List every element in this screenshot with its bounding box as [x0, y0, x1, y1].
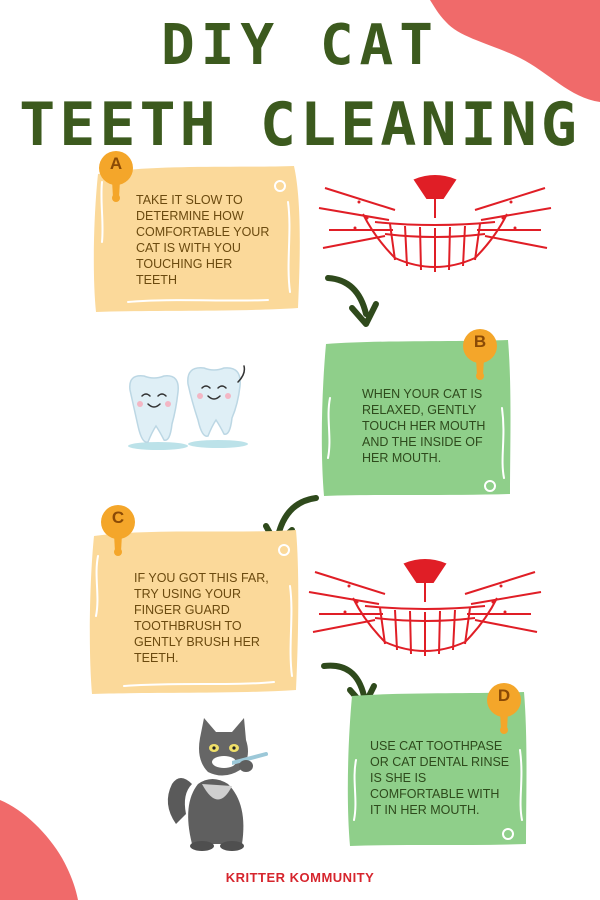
- step-text: WHEN YOUR CAT IS RELAXED, GENTLY TOUCH H…: [362, 387, 486, 465]
- footer-brand: KRITTER KOMMUNITY: [225, 870, 375, 885]
- card-background: [89, 530, 299, 694]
- step-text: TAKE IT SLOW TO DETERMINE HOW COMFORTABL…: [136, 193, 270, 287]
- step-badge-c: C: [100, 504, 140, 564]
- drip-badge-icon: [463, 329, 497, 380]
- corner-blob-bottom-left: [0, 800, 78, 900]
- corner-blob-top-right: [430, 0, 600, 102]
- cat-brushing-teeth-icon: [167, 718, 268, 851]
- step-badge-d: D: [486, 682, 526, 742]
- cat-smile-mouth-icon: [308, 559, 542, 656]
- step-card-d: USE CAT TOOTHPASE OR CAT DENTAL RINSE IS…: [344, 690, 530, 848]
- page-title-line-1: DIY CAT: [160, 13, 439, 78]
- drip-badge-icon: [101, 505, 135, 556]
- drip-badge-icon: [99, 151, 133, 202]
- cat-smile-mouth-icon: [318, 175, 552, 272]
- step-text: USE CAT TOOTHPASE OR CAT DENTAL RINSE IS…: [370, 739, 510, 817]
- step-badge-a: A: [98, 150, 138, 210]
- step-text: IF YOU GOT THIS FAR, TRY USING YOUR FING…: [134, 571, 269, 665]
- page-title-line-2: TEETH CLEANING: [19, 90, 581, 160]
- step-card-a: TAKE IT SLOW TO DETERMINE HOW COMFORTABL…: [88, 162, 304, 314]
- curved-arrow-icon: [325, 275, 379, 327]
- step-card-c: IF YOU GOT THIS FAR, TRY USING YOUR FING…: [84, 526, 304, 696]
- card-background: [321, 340, 511, 496]
- card-background: [93, 166, 300, 312]
- step-badge-b: B: [462, 328, 502, 388]
- happy-teeth-icon: [128, 365, 248, 450]
- step-card-b: WHEN YOUR CAT IS RELAXED, GENTLY TOUCH H…: [318, 338, 514, 498]
- card-background: [347, 692, 527, 846]
- drip-badge-icon: [487, 683, 521, 734]
